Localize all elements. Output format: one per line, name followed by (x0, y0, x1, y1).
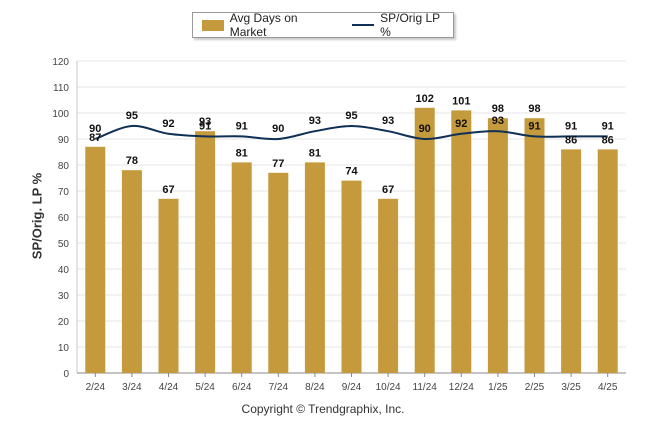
bar-data-label: 86 (565, 134, 577, 146)
bar-data-label: 81 (236, 147, 248, 159)
bar (487, 118, 508, 373)
bar (378, 198, 399, 373)
bar-data-label: 78 (126, 155, 138, 167)
bar-data-label: 98 (528, 103, 540, 115)
bar (268, 172, 289, 373)
bar-data-label: 77 (272, 158, 284, 170)
line-data-label: 95 (126, 110, 138, 122)
x-tick-label: 3/25 (561, 382, 581, 393)
y-tick-label: 70 (58, 187, 70, 198)
line-data-label: 91 (199, 120, 211, 132)
x-tick-label: 11/24 (413, 382, 438, 393)
x-tick-label: 10/24 (376, 382, 401, 393)
x-tick-label: 4/25 (598, 382, 618, 393)
bar (341, 180, 362, 373)
x-tick-label: 6/24 (232, 382, 252, 393)
line-data-label: 90 (272, 123, 284, 135)
legend: Avg Days on Market SP/Orig LP % (192, 11, 454, 39)
line-swatch-icon (352, 24, 375, 26)
bar (451, 110, 472, 374)
y-tick-label: 60 (58, 213, 70, 224)
bar-data-label: 81 (309, 147, 321, 159)
line-data-label: 90 (89, 123, 101, 135)
bar-data-label: 74 (345, 166, 358, 178)
y-tick-label: 50 (58, 239, 70, 250)
bar (414, 107, 435, 374)
bar (561, 149, 582, 373)
x-tick-label: 12/24 (449, 382, 474, 393)
line-data-label: 95 (345, 110, 357, 122)
bar (85, 146, 106, 373)
bar (231, 162, 252, 373)
line-data-label: 91 (565, 120, 577, 132)
bar (158, 198, 179, 373)
bar-data-label: 98 (492, 103, 504, 115)
y-tick-label: 100 (52, 109, 69, 120)
y-tick-label: 40 (58, 265, 70, 276)
bar-data-label: 86 (602, 134, 614, 146)
y-tick-label: 120 (52, 57, 69, 68)
legend-line-label: SP/Orig LP % (380, 11, 440, 39)
bar (597, 149, 618, 373)
bar (524, 118, 545, 373)
y-tick-label: 30 (58, 291, 70, 302)
line-data-label: 90 (419, 123, 431, 135)
x-tick-label: 7/24 (269, 382, 289, 393)
x-tick-label: 5/24 (195, 382, 215, 393)
y-tick-label: 20 (58, 317, 70, 328)
y-tick-label: 90 (58, 135, 70, 146)
legend-item-line[interactable]: SP/Orig LP % (336, 11, 453, 39)
line-data-label: 91 (602, 120, 614, 132)
bar-swatch-icon (202, 19, 224, 31)
legend-bar-label: Avg Days on Market (229, 11, 298, 39)
y-tick-label: 110 (53, 83, 69, 94)
line-data-label: 92 (455, 118, 467, 130)
line-data-label: 93 (492, 115, 504, 127)
line-data-label: 91 (528, 120, 540, 132)
x-tick-label: 4/24 (159, 382, 179, 393)
bar-data-label: 87 (89, 132, 101, 144)
line-data-label: 92 (162, 118, 174, 130)
y-tick-label: 10 (58, 343, 70, 354)
copyright-text: Copyright © Trendgraphix, Inc. (241, 402, 405, 416)
bar-data-label: 93 (199, 116, 211, 128)
y-tick-label: 0 (63, 369, 69, 380)
x-tick-label: 1/25 (488, 382, 508, 393)
bar-data-label: 101 (452, 95, 470, 107)
y-tick-label: 80 (58, 161, 70, 172)
x-tick-label: 2/25 (525, 382, 545, 393)
bar-data-label: 67 (162, 184, 174, 196)
line-data-label: 93 (382, 115, 394, 127)
bar (121, 170, 142, 373)
x-tick-label: 3/24 (122, 382, 142, 393)
bar (195, 131, 216, 373)
bar-data-label: 67 (382, 184, 394, 196)
line-data-label: 91 (236, 120, 248, 132)
bar (304, 162, 325, 373)
bar-data-label: 102 (416, 93, 434, 105)
line-data-label: 93 (309, 115, 321, 127)
x-tick-label: 2/24 (86, 382, 106, 393)
line-series (94, 124, 608, 141)
x-tick-label: 9/24 (342, 382, 362, 393)
x-tick-label: 8/24 (305, 382, 325, 393)
legend-item-bar[interactable]: Avg Days on Market (193, 11, 336, 39)
